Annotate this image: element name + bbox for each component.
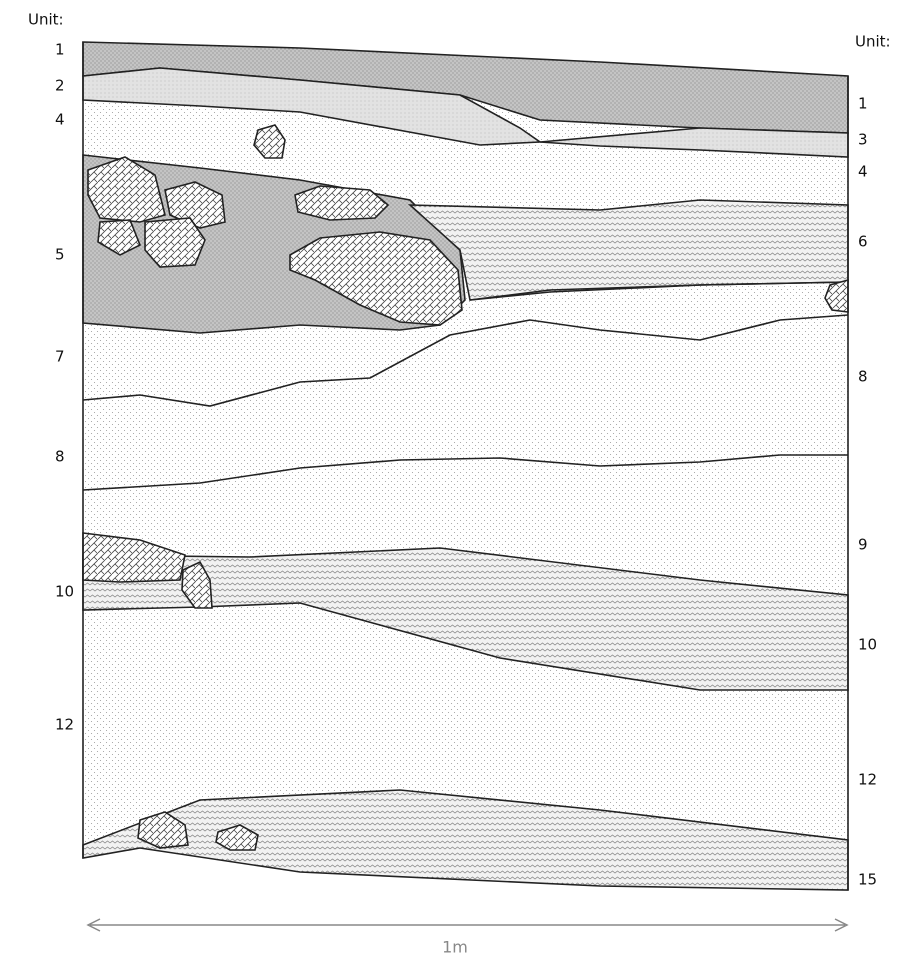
unit-label: 8 [55,448,65,466]
unit-label: 1 [55,41,65,59]
scale-label: 1m [442,938,468,957]
stone [181,560,213,609]
unit-label: 6 [858,233,868,251]
unit-label: 4 [55,111,65,129]
unit-label: 9 [858,536,868,554]
unit-label: 3 [858,131,868,149]
stone [164,181,226,229]
stone [824,278,849,313]
boundary [82,454,848,491]
boundary [82,314,849,407]
unit-label: 2 [55,77,65,95]
right-labels: 1 3 4 6 8 9 10 12 15 [858,95,877,889]
unit-label: 5 [55,246,65,264]
stone [137,811,189,849]
unit-label: 1 [858,95,868,113]
boundary [469,281,849,301]
unit-heading: Unit: [28,11,64,29]
unit-heading: Unit: [855,33,891,51]
unit-label: 12 [858,771,877,789]
scale-arrow [86,918,849,932]
unit-label: 8 [858,368,868,386]
layer-10 [82,547,849,691]
stone [294,185,390,221]
stone [289,231,463,326]
stone [144,217,206,268]
unit-label: 4 [858,163,868,181]
unit-label: 10 [55,583,74,601]
section-edge [82,42,849,890]
stone [97,219,142,256]
unit-label: 7 [55,348,65,366]
stone [215,824,259,851]
stone [87,156,166,223]
unit-label: 10 [858,636,877,654]
unit-label: 12 [55,716,74,734]
stone [253,124,286,159]
unit-label: 15 [858,871,877,889]
